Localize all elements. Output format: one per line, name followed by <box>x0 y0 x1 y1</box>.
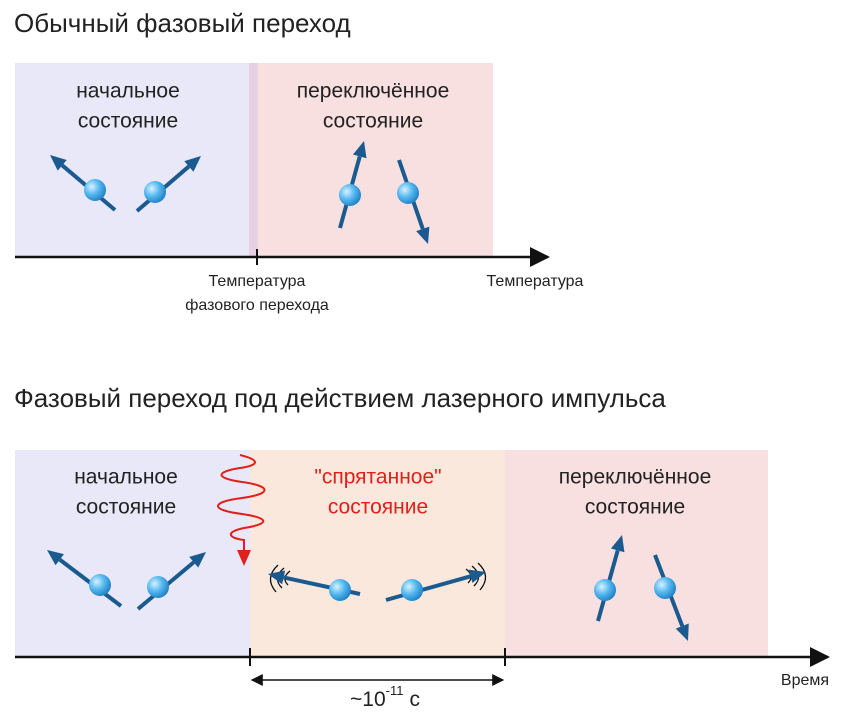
laser-pulse <box>217 454 266 552</box>
spin-arrowhead <box>184 156 201 172</box>
title: Фазовый переход под действием лазерного … <box>14 383 666 413</box>
title: Обычный фазовый переход <box>14 8 351 38</box>
spin-ball <box>397 182 419 204</box>
spin-arrowhead <box>675 623 689 641</box>
state-label: состояние <box>78 110 178 133</box>
state-label: "спрятанное" <box>314 466 441 489</box>
spin-ball <box>147 576 169 598</box>
spin-ball <box>401 579 423 601</box>
spin-arrowhead <box>352 141 367 159</box>
region <box>250 450 505 656</box>
spin-ball <box>144 181 166 203</box>
region <box>505 450 768 656</box>
axis-label: Температура <box>487 273 584 290</box>
duration-base: ~10 <box>350 688 386 711</box>
tick-label: Температура <box>209 273 306 290</box>
spin-arrowhead <box>468 569 486 584</box>
spin-arrowhead <box>416 226 430 244</box>
spin-ball <box>594 579 616 601</box>
spin-ball <box>84 179 106 201</box>
laser-arrowhead <box>237 550 251 566</box>
state-label: состояние <box>76 496 176 519</box>
axis-label: Время <box>781 672 829 689</box>
state-label: состояние <box>323 110 423 133</box>
duration-label: ~10-11 с <box>350 683 420 710</box>
region-boundary <box>249 63 258 256</box>
state-label: начальное <box>76 80 180 103</box>
spin-arrow <box>385 574 472 602</box>
spin-ball <box>89 574 111 596</box>
state-label: состояние <box>585 496 685 519</box>
state-label: начальное <box>74 466 178 489</box>
region <box>250 63 493 256</box>
spin-arrowhead <box>50 155 67 171</box>
spin-ball <box>339 184 361 206</box>
duration-unit: с <box>409 688 420 711</box>
spin-arrowhead <box>268 570 286 585</box>
state-label: переключённое <box>559 466 712 489</box>
tick-label: фазового перехода <box>185 297 329 314</box>
state-label: переключённое <box>297 80 450 103</box>
spin-ball <box>329 579 351 601</box>
spin-arrowhead <box>189 552 206 568</box>
duration-exponent: -11 <box>386 683 404 698</box>
spin-ball <box>654 577 676 599</box>
spin-arrowhead <box>610 535 625 553</box>
state-label: состояние <box>328 496 428 519</box>
spins <box>47 141 689 641</box>
spin-arrowhead <box>47 550 64 566</box>
